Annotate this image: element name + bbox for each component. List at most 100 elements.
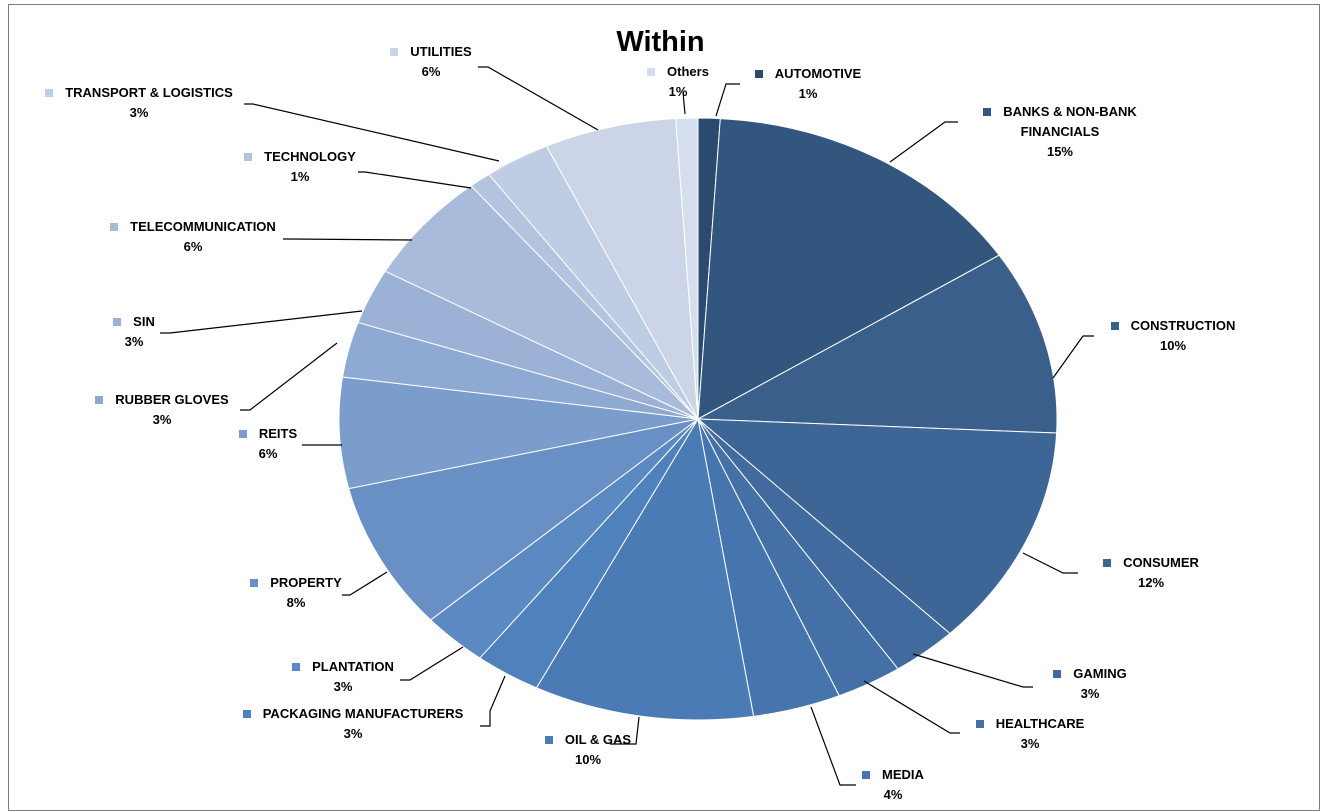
leader-line: [610, 716, 640, 745]
leader-line: [889, 121, 958, 163]
leader-line: [478, 66, 599, 131]
slice-percent: 15%: [1046, 144, 1073, 159]
slice-name: MEDIA: [882, 767, 924, 782]
leader-line: [912, 653, 1033, 688]
slice-percent: 8%: [286, 595, 306, 610]
pie-slice-reits: [338, 376, 699, 490]
leader-line: [480, 675, 506, 727]
leader-line: [682, 91, 686, 115]
slice-percent: 10%: [574, 752, 602, 767]
data-label-property: PROPERTY 8%: [250, 573, 342, 613]
leader-line: [810, 706, 856, 786]
pie-slice-oil-gas: [535, 417, 755, 721]
data-label-others: Others 1%: [647, 62, 709, 102]
data-label-telecommunication: TELECOMMUNICATION 6%: [110, 217, 276, 257]
slice-name: Others: [667, 64, 709, 79]
legend-swatch: [242, 709, 251, 718]
data-label-healthcare: HEALTHCARE 3%: [975, 714, 1085, 754]
slice-name: OIL & GAS: [564, 732, 632, 747]
legend-swatch: [244, 152, 253, 161]
slice-percent: 3%: [124, 334, 144, 349]
leader-line: [1022, 552, 1078, 574]
legend-swatch: [754, 69, 763, 78]
slice-percent: 12%: [1137, 575, 1165, 590]
slice-name: PLANTATION: [312, 659, 394, 674]
slice-name: GAMING: [1073, 666, 1127, 681]
pie-slice-property: [348, 418, 699, 621]
slice-percent: 4%: [883, 787, 903, 802]
leader-line: [244, 103, 500, 162]
data-label-technology: TECHNOLOGY 1%: [244, 147, 356, 187]
legend-swatch: [110, 222, 119, 231]
leader-line: [863, 680, 960, 734]
data-label-banks-non-bank-financials: BANKS & NON-BANK FINANCIALS 15%: [983, 102, 1137, 162]
slice-name: AUTOMOTIVE: [774, 66, 862, 81]
legend-swatch: [544, 735, 553, 744]
data-label-utilities: UTILITIES 6%: [390, 42, 472, 82]
slice-percent: 3%: [152, 412, 172, 427]
leader-line: [342, 571, 388, 596]
slice-percent: 3%: [1080, 686, 1100, 701]
pie-slice-construction: [696, 254, 1058, 434]
slice-name: PROPERTY: [270, 575, 342, 590]
data-label-reits: REITS 6%: [238, 424, 298, 464]
slice-percent: 1%: [668, 84, 688, 99]
legend-swatch: [975, 719, 984, 728]
legend-swatch: [250, 578, 259, 587]
legend-swatch: [238, 429, 247, 438]
slice-name: TECHNOLOGY: [264, 149, 356, 164]
slice-name: REITS: [258, 426, 298, 441]
slice-name: TRANSPORT & LOGISTICS: [65, 85, 233, 100]
slice-name: BANKS & NON-BANK FINANCIALS: [1003, 104, 1137, 139]
slice-percent: 3%: [1020, 736, 1040, 751]
slice-name: RUBBER GLOVES: [115, 392, 229, 407]
slice-percent: 3%: [129, 105, 149, 120]
slice-percent: 6%: [258, 446, 278, 461]
legend-swatch: [45, 88, 54, 97]
slice-name: UTILITIES: [410, 44, 472, 59]
data-label-plantation: PLANTATION 3%: [292, 657, 394, 697]
legend-swatch: [1053, 669, 1062, 678]
slice-percent: 10%: [1159, 338, 1187, 353]
legend-swatch: [292, 662, 301, 671]
slice-percent: 6%: [421, 64, 441, 79]
chart-title: Within: [616, 26, 705, 58]
data-label-construction: CONSTRUCTION 10%: [1110, 316, 1236, 356]
data-label-sin: SIN 3%: [113, 312, 155, 352]
data-label-gaming: GAMING 3%: [1053, 664, 1127, 704]
leader-line: [160, 310, 363, 334]
legend-swatch: [983, 107, 992, 116]
leader-line: [283, 238, 413, 241]
legend-swatch: [1103, 558, 1112, 567]
legend-swatch: [862, 770, 871, 779]
legend-swatch: [1110, 321, 1119, 330]
pie-slice-consumer: [696, 418, 1058, 635]
slice-percent: 1%: [290, 169, 310, 184]
leader-line: [358, 171, 472, 189]
pie-slice-others: [675, 117, 699, 420]
data-label-packaging-manufacturers: PACKAGING MANUFACTURERS 3%: [242, 704, 463, 744]
data-label-oil-gas: OIL & GAS 10%: [544, 730, 632, 770]
slice-percent: 6%: [183, 239, 203, 254]
legend-swatch: [113, 317, 122, 326]
data-label-rubber-gloves: RUBBER GLOVES 3%: [95, 390, 229, 430]
leader-line: [400, 646, 464, 681]
data-label-automotive: AUTOMOTIVE 1%: [754, 64, 862, 104]
slice-percent: 3%: [343, 726, 363, 741]
leader-line: [715, 83, 740, 117]
slice-name: CONSTRUCTION: [1130, 318, 1236, 333]
slice-name: TELECOMMUNICATION: [130, 219, 276, 234]
slice-name: SIN: [133, 314, 155, 329]
data-label-transport-logistics: TRANSPORT & LOGISTICS 3%: [45, 83, 233, 123]
legend-swatch: [390, 47, 399, 56]
slice-name: HEALTHCARE: [995, 716, 1085, 731]
data-label-media: MEDIA 4%: [862, 765, 924, 805]
leader-line: [240, 342, 338, 411]
slice-percent: 1%: [798, 86, 818, 101]
pie-slice-banks-non-bank-financials: [697, 118, 1000, 420]
data-label-consumer: CONSUMER 12%: [1103, 553, 1199, 593]
legend-swatch: [95, 395, 104, 404]
legend-swatch: [647, 67, 656, 76]
slice-name: CONSUMER: [1123, 555, 1199, 570]
